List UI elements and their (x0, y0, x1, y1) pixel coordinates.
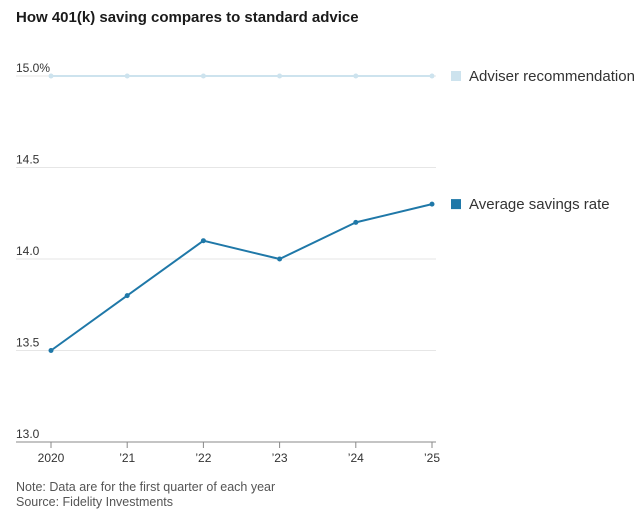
data-point (200, 73, 206, 79)
x-tick-label: ’21 (119, 451, 135, 465)
data-point (429, 201, 435, 207)
y-tick-label: 14.0 (16, 244, 40, 258)
x-tick-label: ’24 (348, 451, 364, 465)
x-tick-label: ’25 (424, 451, 440, 465)
data-point (200, 238, 206, 244)
legend-label: Average savings rate (469, 196, 610, 213)
legend-label: Adviser recommendation (469, 68, 635, 85)
y-tick-label: 15.0% (16, 61, 50, 75)
y-tick-label: 13.5 (16, 336, 40, 350)
data-point (124, 73, 130, 79)
x-tick-label: ’22 (195, 451, 211, 465)
y-tick-label: 13.0 (16, 427, 40, 441)
legend-swatch (451, 199, 461, 210)
legend-swatch (451, 71, 461, 81)
chart-title: How 401(k) saving compares to standard a… (16, 9, 359, 26)
chart-note: Note: Data are for the first quarter of … (16, 480, 276, 494)
chart-source: Source: Fidelity Investments (16, 495, 174, 509)
data-point (277, 73, 283, 79)
data-point (353, 219, 359, 225)
data-point (429, 73, 435, 79)
data-point (353, 73, 359, 79)
data-point (48, 73, 54, 79)
data-point (48, 348, 54, 353)
data-point (124, 293, 130, 299)
series-line-average-savings-rate (50, 203, 433, 352)
x-tick-label: 2020 (38, 451, 65, 465)
y-tick-label: 14.5 (16, 153, 40, 167)
data-point (277, 256, 283, 262)
x-tick-label: ’23 (272, 451, 288, 465)
